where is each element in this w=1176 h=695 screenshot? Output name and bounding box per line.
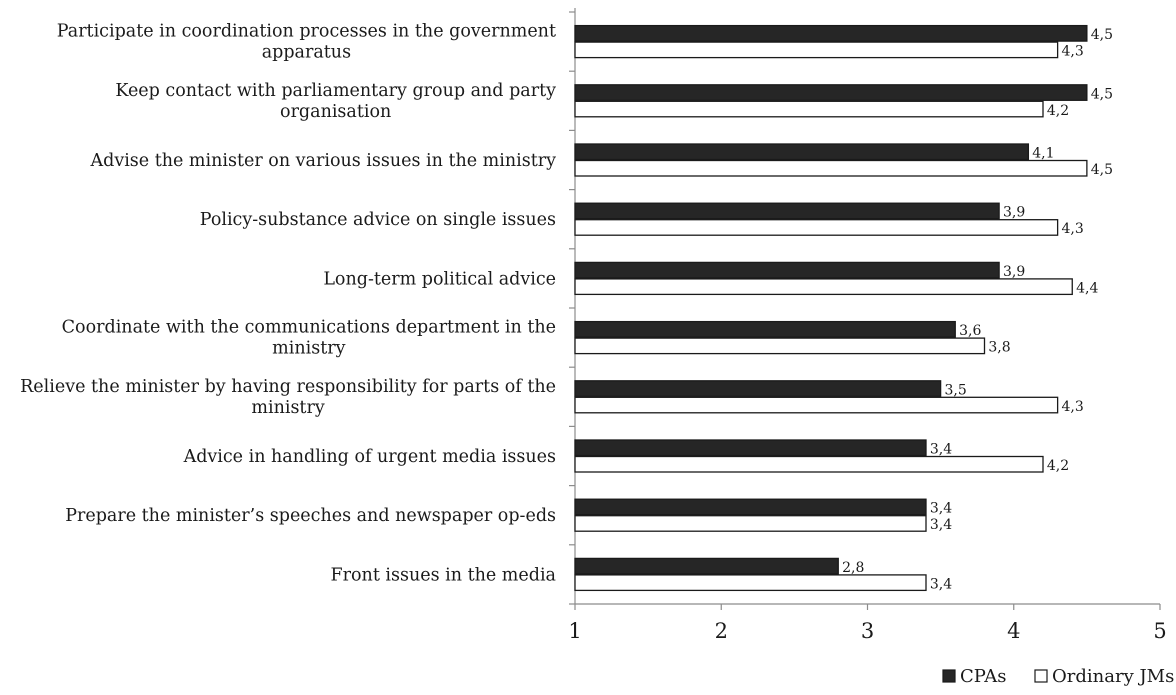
data-label: 4,4	[1076, 280, 1098, 296]
legend-cpas-label: CPAs	[960, 666, 1006, 687]
category-label: Front issues in the media	[331, 565, 556, 585]
legend-ordinary-jms-label: Ordinary JMs	[1052, 666, 1174, 687]
data-label: 3,5	[944, 382, 966, 398]
data-label: 4,5	[1091, 27, 1113, 43]
bar-cpas	[574, 320, 956, 338]
category-label: Policy-substance advice on single issues	[200, 210, 556, 230]
category-label-line: Keep contact with parliamentary group an…	[115, 81, 556, 101]
bar-cpas	[574, 261, 1000, 279]
bar-cpas	[574, 143, 1030, 161]
category-label-line: ministry	[272, 339, 345, 359]
bar-ordinary-jms	[574, 337, 986, 355]
labels: Participate in coordination processes in…	[20, 22, 1113, 593]
data-label: 4,1	[1032, 146, 1054, 162]
category-label-line: Coordinate with the communications depar…	[62, 318, 556, 338]
legend: CPAs Ordinary JMs	[942, 666, 1174, 687]
data-label: 3,9	[1003, 205, 1025, 221]
data-label: 4,3	[1061, 44, 1083, 60]
bar-ordinary-jms	[574, 574, 927, 592]
category-label: Long-term political advice	[323, 269, 556, 289]
category-label: Prepare the minister’s speeches and news…	[65, 506, 556, 526]
bar-ordinary-jms	[574, 515, 927, 532]
data-label: 3,9	[1003, 264, 1025, 280]
category-label-line: Prepare the minister’s speeches and news…	[65, 506, 556, 526]
category-label-line: Policy-substance advice on single issues	[200, 210, 556, 230]
category-label-line: apparatus	[262, 43, 351, 63]
category-label-line: organisation	[280, 102, 391, 122]
category-label-line: Relieve the minister by having responsib…	[20, 377, 556, 397]
data-label: 3,4	[930, 442, 952, 458]
bar-ordinary-jms	[574, 396, 1059, 414]
bar-ordinary-jms	[574, 278, 1073, 296]
bar-ordinary-jms	[574, 455, 1044, 473]
bar-cpas	[574, 202, 1000, 220]
category-label: Keep contact with parliamentary group an…	[115, 81, 556, 122]
data-label: 4,3	[1061, 399, 1083, 415]
bar-cpas	[574, 380, 942, 397]
category-label-line: Front issues in the media	[331, 565, 556, 585]
data-label: 3,4	[930, 517, 952, 533]
category-label-line: Advise the minister on various issues in…	[89, 151, 556, 171]
category-label: Advise the minister on various issues in…	[89, 151, 556, 171]
data-label: 4,5	[1091, 162, 1113, 178]
category-label-line: Participate in coordination processes in…	[57, 22, 556, 42]
category-label: Advice in handling of urgent media issue…	[183, 447, 556, 467]
category-label: Relieve the minister by having responsib…	[20, 377, 556, 418]
data-label: 4,2	[1047, 103, 1069, 119]
category-label: Coordinate with the communications depar…	[62, 318, 556, 359]
bar-ordinary-jms	[574, 219, 1059, 236]
bar-cpas	[574, 84, 1088, 101]
x-tick-label: 5	[1153, 619, 1166, 643]
x-tick-label: 1	[568, 619, 581, 643]
data-label: 3,8	[988, 340, 1010, 356]
data-label: 3,6	[959, 323, 981, 339]
data-label: 4,3	[1061, 221, 1083, 237]
bar-cpas	[574, 439, 927, 457]
category-label-line: Long-term political advice	[323, 269, 556, 289]
bar-cpas	[574, 24, 1088, 42]
bars	[574, 24, 1088, 592]
data-label: 4,5	[1091, 86, 1113, 102]
bar-ordinary-jms	[574, 41, 1059, 59]
data-label: 3,4	[930, 576, 952, 592]
category-label-line: Advice in handling of urgent media issue…	[183, 447, 556, 467]
data-label: 2,8	[842, 560, 864, 576]
data-label: 4,2	[1047, 458, 1069, 474]
x-tick-label: 4	[1007, 619, 1020, 643]
legend-ordinary-jms-swatch	[1034, 669, 1048, 683]
category-label-line: ministry	[251, 398, 324, 418]
bar-cpas	[574, 498, 927, 516]
bar-cpas	[574, 557, 839, 575]
legend-cpas-swatch	[942, 669, 956, 683]
bar-ordinary-jms	[574, 100, 1044, 118]
bar-ordinary-jms	[574, 159, 1088, 177]
x-tick-label: 2	[715, 619, 728, 643]
x-tick-label: 3	[861, 619, 874, 643]
data-label: 3,4	[930, 501, 952, 517]
category-label: Participate in coordination processes in…	[57, 22, 556, 63]
